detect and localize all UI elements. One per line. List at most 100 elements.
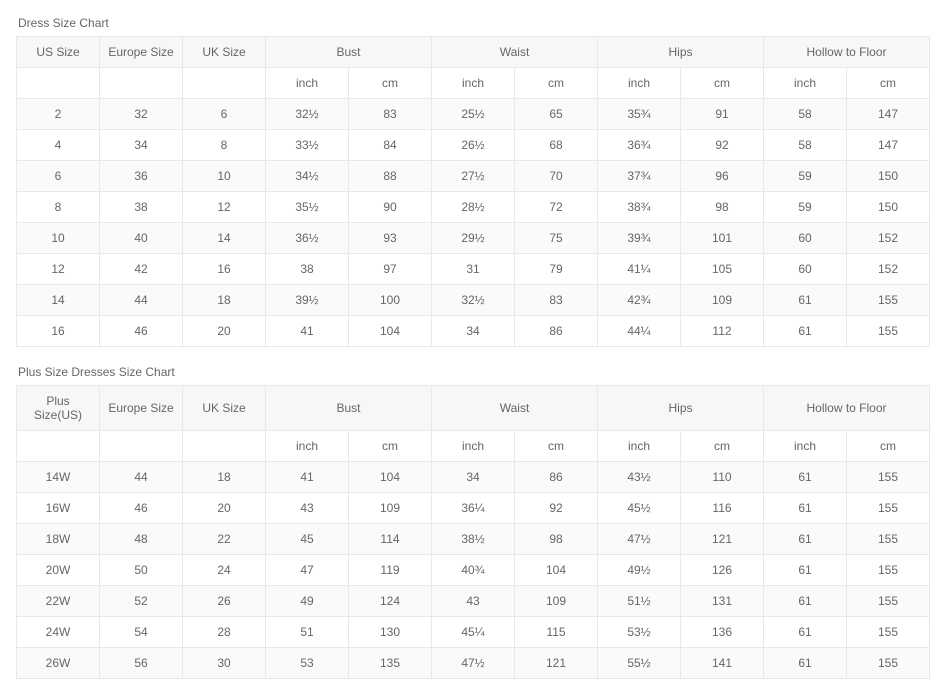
cell: 101 (681, 223, 764, 254)
cell: 10 (17, 223, 100, 254)
cell: 88 (349, 161, 432, 192)
col-waist: Waist (432, 386, 598, 431)
cell: 61 (764, 524, 847, 555)
cell: 41 (266, 462, 349, 493)
table-row: 16W46204310936¼9245½11661155 (17, 493, 930, 524)
cell: 36¾ (598, 130, 681, 161)
col-bust: Bust (266, 37, 432, 68)
unit-cm: cm (349, 68, 432, 99)
cell: 61 (764, 493, 847, 524)
cell: 115 (515, 617, 598, 648)
cell: 104 (349, 316, 432, 347)
unit-inch: inch (598, 431, 681, 462)
table-row: 20W50244711940¾10449½12661155 (17, 555, 930, 586)
cell: 109 (349, 493, 432, 524)
cell: 29½ (432, 223, 515, 254)
cell: 131 (681, 586, 764, 617)
unit-cm: cm (847, 431, 930, 462)
col-uk-size: UK Size (183, 37, 266, 68)
cell: 109 (681, 285, 764, 316)
cell: 45 (266, 524, 349, 555)
unit-cm: cm (349, 431, 432, 462)
cell: 2 (17, 99, 100, 130)
cell: 52 (100, 586, 183, 617)
cell: 55½ (598, 648, 681, 679)
table-row: 22W5226491244310951½13161155 (17, 586, 930, 617)
cell: 24 (183, 555, 266, 586)
cell: 34 (100, 130, 183, 161)
cell: 20W (17, 555, 100, 586)
cell: 83 (349, 99, 432, 130)
col-europe-size: Europe Size (100, 386, 183, 431)
cell: 6 (183, 99, 266, 130)
cell: 136 (681, 617, 764, 648)
cell: 40 (100, 223, 183, 254)
cell: 60 (764, 254, 847, 285)
cell: 16W (17, 493, 100, 524)
cell: 109 (515, 586, 598, 617)
table-row: 18W48224511438½9847½12161155 (17, 524, 930, 555)
cell: 155 (847, 586, 930, 617)
unit-inch: inch (598, 68, 681, 99)
unit-cm: cm (681, 431, 764, 462)
cell: 47½ (432, 648, 515, 679)
cell: 43 (432, 586, 515, 617)
cell: 30 (183, 648, 266, 679)
cell: 152 (847, 254, 930, 285)
cell: 35½ (266, 192, 349, 223)
cell: 26 (183, 586, 266, 617)
cell: 155 (847, 285, 930, 316)
cell: 124 (349, 586, 432, 617)
unit-cm: cm (681, 68, 764, 99)
cell: 104 (349, 462, 432, 493)
cell: 45½ (598, 493, 681, 524)
table-row: 1242163897317941¼10560152 (17, 254, 930, 285)
cell: 61 (764, 586, 847, 617)
cell: 32½ (432, 285, 515, 316)
cell: 45¼ (432, 617, 515, 648)
col-europe-size: Europe Size (100, 37, 183, 68)
unit-inch: inch (764, 68, 847, 99)
cell: 16 (183, 254, 266, 285)
table2-title: Plus Size Dresses Size Chart (18, 365, 930, 379)
table-row: 10401436½9329½7539¾10160152 (17, 223, 930, 254)
cell: 36½ (266, 223, 349, 254)
cell: 25½ (432, 99, 515, 130)
cell: 35¾ (598, 99, 681, 130)
cell: 38½ (432, 524, 515, 555)
cell: 75 (515, 223, 598, 254)
col-plus-size: Plus Size(US) (17, 386, 100, 431)
cell: 8 (183, 130, 266, 161)
cell: 68 (515, 130, 598, 161)
cell: 147 (847, 99, 930, 130)
table-row: 8381235½9028½7238¾9859150 (17, 192, 930, 223)
unit-inch: inch (266, 431, 349, 462)
cell: 20 (183, 316, 266, 347)
cell: 61 (764, 316, 847, 347)
unit-cm: cm (515, 68, 598, 99)
cell: 39½ (266, 285, 349, 316)
header-row-1: US Size Europe Size UK Size Bust Waist H… (17, 37, 930, 68)
cell: 155 (847, 524, 930, 555)
cell: 155 (847, 462, 930, 493)
cell: 147 (847, 130, 930, 161)
unit-inch: inch (432, 431, 515, 462)
cell: 54 (100, 617, 183, 648)
cell: 49½ (598, 555, 681, 586)
unit-cm: cm (515, 431, 598, 462)
blank-cell (17, 431, 100, 462)
cell: 22W (17, 586, 100, 617)
cell: 72 (515, 192, 598, 223)
cell: 47½ (598, 524, 681, 555)
table-row: 16462041104348644¼11261155 (17, 316, 930, 347)
cell: 51½ (598, 586, 681, 617)
unit-row: inch cm inch cm inch cm inch cm (17, 431, 930, 462)
cell: 48 (100, 524, 183, 555)
cell: 49 (266, 586, 349, 617)
cell: 92 (515, 493, 598, 524)
cell: 28½ (432, 192, 515, 223)
cell: 104 (515, 555, 598, 586)
cell: 47 (266, 555, 349, 586)
cell: 83 (515, 285, 598, 316)
cell: 42¾ (598, 285, 681, 316)
